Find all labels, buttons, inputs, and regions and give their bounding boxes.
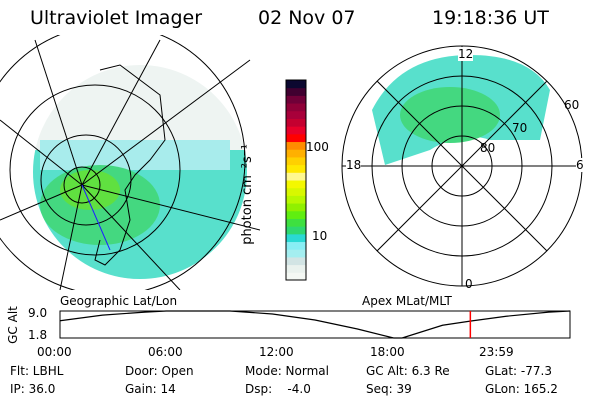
date-label: 02 Nov 07 — [258, 7, 356, 29]
info-gain: Gain: 14 — [125, 382, 176, 396]
apex-caption: Apex MLat/MLT — [362, 294, 452, 308]
x-tick: 12:00 — [259, 345, 294, 359]
colorbar-swatch — [286, 226, 306, 235]
info-glon: GLon: 165.2 — [485, 382, 558, 396]
info-ip: IP: 36.0 — [10, 382, 56, 396]
colorbar-swatch — [286, 218, 306, 227]
altitude-chart — [59, 310, 571, 339]
lat-70: 70 — [512, 121, 528, 135]
y-axis-label: GC Alt — [5, 306, 20, 344]
colorbar-swatch — [286, 256, 306, 266]
mlt-12: 12 — [458, 47, 474, 61]
colorbar-swatch — [286, 118, 306, 127]
colorbar-swatch — [286, 133, 306, 143]
altitude-line — [59, 310, 571, 339]
chart-frame — [59, 310, 571, 339]
geographic-caption: Geographic Lat/Lon — [60, 294, 178, 308]
colorbar-swatch — [286, 272, 306, 281]
x-tick: 23:59 — [479, 345, 514, 359]
x-tick: 18:00 — [370, 345, 405, 359]
colorbar-swatch — [286, 233, 306, 243]
colorbar-swatch — [286, 249, 306, 258]
mlt-0: 0 — [465, 277, 473, 291]
lat-80: 80 — [480, 141, 496, 155]
colorbar-swatch — [286, 172, 306, 181]
instrument-title: Ultraviolet Imager — [30, 7, 203, 29]
x-tick: 00:00 — [37, 345, 72, 359]
mlt-6: 6 — [576, 158, 584, 172]
colorbar-swatch — [286, 80, 306, 89]
colorbar-tick: 10 — [312, 229, 328, 243]
info-door: Door: Open — [125, 364, 194, 378]
info-mode: Mode: Normal — [245, 364, 329, 378]
colorbar-swatch — [286, 110, 306, 119]
colorbar-swatch — [286, 195, 306, 204]
time-label: 19:18:36 UT — [432, 7, 549, 29]
x-tick: 06:00 — [148, 345, 183, 359]
colorbar-swatch — [286, 149, 306, 158]
colorbar-swatch — [286, 141, 306, 150]
colorbar-swatch — [286, 241, 306, 250]
info-filter: Flt: LBHL — [10, 364, 64, 378]
colorbar-swatch — [286, 95, 306, 104]
magnetic-polar-plot — [341, 45, 583, 287]
y-tick: 1.8 — [28, 328, 48, 342]
colorbar-swatch — [286, 264, 306, 273]
info-glat: GLat: -77.3 — [485, 364, 552, 378]
colorbar-tick: 100 — [306, 140, 329, 154]
colorbar-swatch — [286, 156, 306, 166]
colorbar-swatch — [286, 164, 306, 173]
info-dsp: Dsp: -4.0 — [245, 382, 311, 396]
y-tick: 9.0 — [28, 306, 48, 320]
colorbar-swatch — [286, 187, 306, 196]
colorbar — [286, 80, 306, 281]
geographic-image — [0, 35, 260, 290]
colorbar-swatch — [286, 210, 306, 219]
mlt-18: 18 — [346, 158, 362, 172]
colorbar-swatch — [286, 203, 306, 212]
colorbar-swatch — [286, 87, 306, 96]
colorbar-swatch — [286, 180, 306, 189]
colorbar-swatch — [286, 103, 306, 112]
lat-60: 60 — [564, 98, 580, 112]
colorbar-swatch — [286, 126, 306, 135]
colorbar-label: photon cm⁻²s⁻¹ — [239, 144, 255, 245]
info-gc-alt: GC Alt: 6.3 Re — [366, 364, 450, 378]
info-seq: Seq: 39 — [366, 382, 412, 396]
